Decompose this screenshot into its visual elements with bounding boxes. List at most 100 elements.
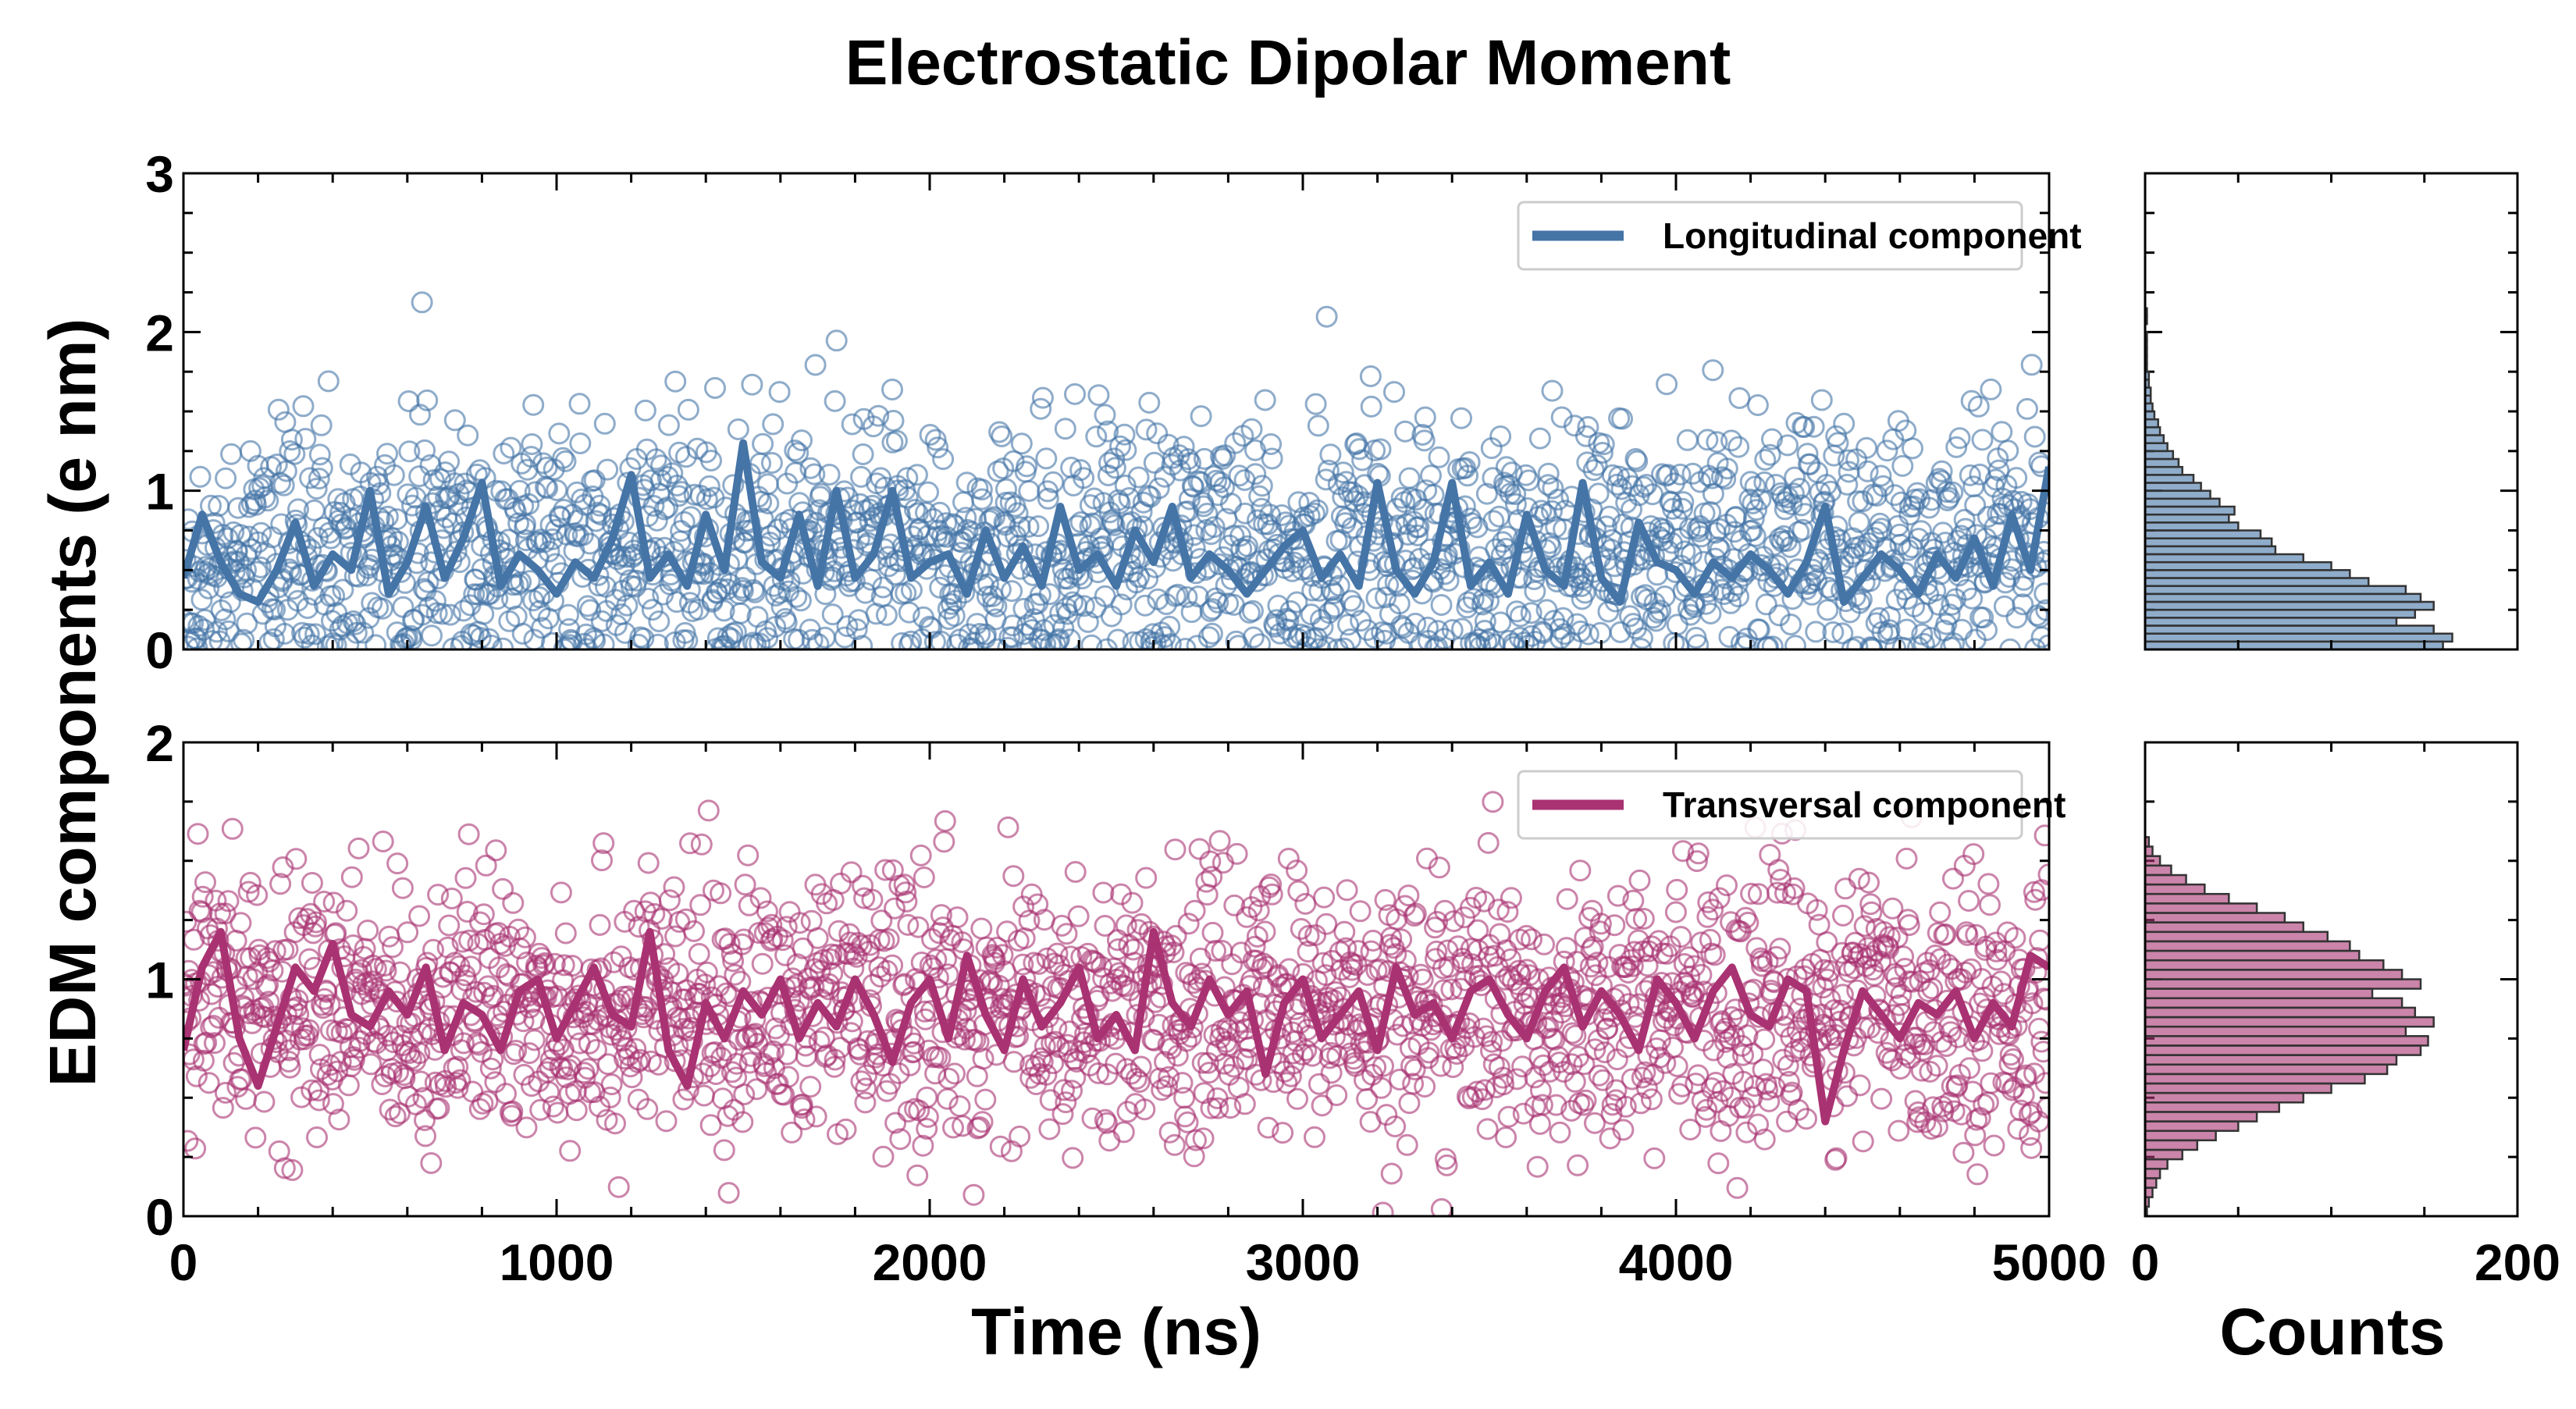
transversal-scatter-point [1772, 1048, 1795, 1071]
transversal-scatter-point [2029, 929, 2049, 952]
longitudinal-scatter-point [231, 579, 254, 602]
longitudinal-scatter-point [557, 603, 580, 626]
transversal-scatter-point [1333, 920, 1356, 943]
transversal-scatter-point [301, 872, 323, 894]
longitudinal-scatter-point [1725, 506, 1747, 528]
transversal-scatter-point [254, 1006, 276, 1029]
longitudinal-scatter-point [1359, 365, 1382, 387]
transversal-scatter-point [2028, 1017, 2049, 1040]
transversal-scatter-point [559, 1140, 582, 1162]
longitudinal-hist-bar [2144, 560, 2332, 571]
longitudinal-scatter-point [408, 465, 431, 488]
longitudinal-scatter-point [386, 531, 409, 553]
transversal-scatter-point [1477, 831, 1500, 854]
longitudinal-scatter-point [1073, 595, 1095, 617]
longitudinal-scatter-point [247, 531, 269, 553]
transversal-scatter-point [884, 897, 906, 920]
transversal-scatter-point [1496, 901, 1519, 923]
transversal-scatter-point [1703, 944, 1726, 966]
longitudinal-hist-bar [2144, 442, 2169, 453]
transversal-scatter-point [717, 1105, 739, 1127]
longitudinal-scatter-point [1585, 454, 1608, 476]
transversal-scatter-point [607, 1176, 630, 1198]
transversal-scatter-point [1601, 1094, 1624, 1116]
longitudinal-scatter-point [1242, 626, 1265, 649]
longitudinal-scatter-point [332, 578, 354, 601]
longitudinal-scatter-point [220, 443, 243, 465]
longitudinal-scatter-point [1954, 518, 1976, 540]
transversal-scatter-point [214, 902, 237, 925]
transversal-hist-bar [2144, 1120, 2240, 1132]
longitudinal-scatter-point [737, 634, 760, 649]
longitudinal-scatter-point [1488, 505, 1510, 528]
longitudinal-scatter-point [345, 621, 368, 644]
longitudinal-hist-bar [2144, 482, 2202, 492]
longitudinal-scatter-point [1016, 614, 1039, 636]
transversal-scatter-point [1163, 1133, 1186, 1156]
transversal-scatter-point [1806, 898, 1828, 921]
transversal-scatter-point [628, 916, 650, 938]
transversal-hist-bar [2144, 892, 2230, 905]
transversal-scatter-point [1526, 1155, 1549, 1178]
longitudinal-scatter-point [249, 556, 272, 578]
transversal-scatter-point [1476, 1118, 1499, 1140]
longitudinal-scatter-point [1696, 429, 1719, 451]
transversal-scatter-point [1942, 867, 1964, 890]
longitudinal-scatter-point [2035, 599, 2049, 621]
longitudinal-scatter-point [1846, 635, 1869, 649]
transversal-scatter-point [212, 1097, 234, 1119]
longitudinal-scatter-point [1788, 478, 1811, 500]
transversal-scatter-point [194, 871, 216, 894]
transversal-scatter-point [703, 1041, 726, 1063]
transversal-scatter-point [881, 954, 904, 977]
longitudinal-scatter-point [1283, 551, 1305, 574]
transversal-scatter-point [897, 913, 920, 936]
transversal-scatter-point [379, 1098, 401, 1121]
transversal-scatter-point [1277, 848, 1300, 870]
transversal-scatter-point [1294, 892, 1317, 915]
transversal-scatter-point [412, 1087, 435, 1109]
transversal-scatter-point [464, 980, 487, 1003]
transversal-scatter-point [1706, 1091, 1729, 1113]
transversal-scatter-point [518, 1042, 541, 1065]
transversal-scatter-point [1979, 894, 2001, 916]
longitudinal-scatter-point [1154, 465, 1176, 488]
x-tick-label: 0 [169, 1233, 198, 1291]
longitudinal-scatter-point [927, 436, 949, 459]
transversal-scatter-point [731, 1111, 754, 1133]
transversal-scatter-point [460, 955, 482, 978]
longitudinal-scatter-point [1417, 616, 1439, 639]
transversal-scatter-point [1617, 962, 1639, 984]
longitudinal-scatter-point [1935, 613, 1958, 635]
transversal-scatter-point [1279, 1065, 1302, 1087]
transversal-scatter-point [1175, 1030, 1197, 1052]
longitudinal-scatter-point [189, 465, 212, 488]
transversal-scatter-point [1196, 884, 1219, 906]
transversal-scatter-point [1116, 1101, 1139, 1123]
transversal-scatter-point [475, 854, 497, 877]
longitudinal-scatter-point [1902, 437, 1923, 460]
transversal-scatter-point [893, 874, 916, 896]
longitudinal-scatter-point [2016, 397, 2038, 420]
transversal-line [183, 927, 2049, 1126]
transversal-scatter-point [1171, 1072, 1194, 1094]
longitudinal-scatter-point [1482, 510, 1505, 532]
transversal-scatter-point [1783, 877, 1806, 899]
transversal-scatter-point [1067, 905, 1090, 927]
longitudinal-scatter-point [219, 591, 241, 614]
transversal-scatter-point [389, 1102, 411, 1125]
longitudinal-scatter-point [1100, 605, 1123, 628]
transversal-scatter-point [1402, 1073, 1425, 1095]
longitudinal-scatter-point [1016, 455, 1038, 478]
longitudinal-scatter-point [371, 597, 393, 620]
longitudinal-scatter-point [1962, 475, 1985, 498]
longitudinal-scatter-point [995, 478, 1017, 500]
longitudinal-scatter-point [521, 433, 543, 455]
longitudinal-scatter-point [541, 528, 564, 550]
longitudinal-scatter-point [945, 589, 967, 612]
transversal-hist-bar [2144, 883, 2206, 895]
transversal-scatter-point [1114, 975, 1137, 998]
longitudinal-scatter-point [1306, 499, 1329, 521]
transversal-scatter-point [1825, 1147, 1848, 1169]
x-tick-label: 5000 [1992, 1233, 2107, 1291]
